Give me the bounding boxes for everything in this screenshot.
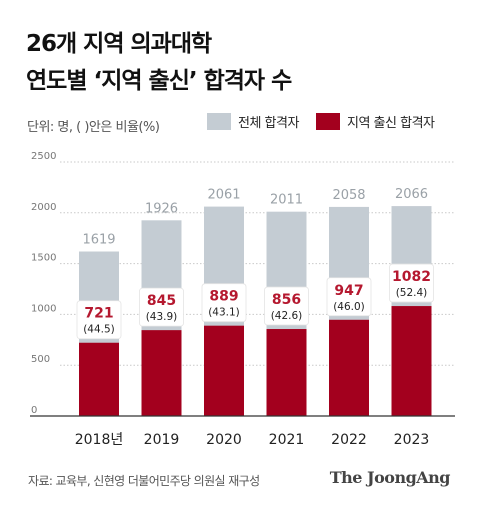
data-label-box xyxy=(326,277,372,317)
data-label-local: 856 xyxy=(272,292,301,308)
bar-local xyxy=(204,325,244,416)
data-label-local: 721 xyxy=(84,306,113,322)
data-label-total: 1926 xyxy=(145,201,178,216)
x-tick-label: 2021 xyxy=(269,432,305,448)
data-label-local: 845 xyxy=(147,293,176,309)
x-tick-label: 2020 xyxy=(206,432,242,448)
bar-chart: 0 500 1000 1500 2000 2500 1619 721 (44.5) 2018년 19… xyxy=(30,151,455,448)
chart-title-line2: 연도별 ‘지역 출신’ 합격자 수 xyxy=(26,68,292,94)
data-label-ratio: (52.4) xyxy=(396,287,428,299)
bar-local xyxy=(329,319,369,416)
legend-item-local: 지역 출신 합격자 xyxy=(316,112,435,131)
data-label-total: 1619 xyxy=(82,233,115,248)
data-label-box xyxy=(76,300,122,340)
data-label-box xyxy=(139,287,184,327)
bar-local xyxy=(141,330,182,416)
y-tick-label: 1500 xyxy=(31,253,56,264)
y-tick-label: 2000 xyxy=(31,202,56,213)
brand-logo: The JoongAng xyxy=(329,468,451,487)
x-tick-label: 2018년 xyxy=(75,432,124,448)
data-label-ratio: (43.9) xyxy=(146,311,178,323)
data-label-box xyxy=(389,263,434,303)
data-label-local: 889 xyxy=(209,289,238,305)
data-label-box xyxy=(201,283,247,323)
unit-note: 단위: 명, ( )안은 비율(%) xyxy=(27,120,160,135)
legend-label-local: 지역 출신 합격자 xyxy=(347,116,435,131)
x-tick-label: 2022 xyxy=(331,432,367,448)
data-label-ratio: (42.6) xyxy=(271,310,303,322)
data-label-total: 2058 xyxy=(332,188,365,203)
legend-label-total: 전체 합격자 xyxy=(238,116,299,131)
legend-swatch-total xyxy=(207,113,231,130)
y-tick-label: 0 xyxy=(31,405,37,416)
data-label-box xyxy=(264,286,309,326)
legend-item-total: 전체 합격자 xyxy=(207,112,299,131)
y-tick-label: 500 xyxy=(31,354,50,365)
data-label-total: 2066 xyxy=(395,187,428,202)
data-label-ratio: (46.0) xyxy=(333,301,365,313)
data-label-total: 2061 xyxy=(207,188,240,203)
bar-local xyxy=(79,342,119,416)
chart-title-line1: 26개 지역 의과대학 xyxy=(26,31,212,57)
bar-local xyxy=(391,306,432,416)
y-tick-label: 1000 xyxy=(31,303,56,314)
source-note: 자료: 교육부, 신현영 더불어민주당 의원실 재구성 xyxy=(28,474,260,488)
x-tick-label: 2019 xyxy=(144,432,180,448)
x-tick-label: 2023 xyxy=(394,432,430,448)
data-label-ratio: (43.1) xyxy=(208,307,240,319)
data-label-local: 1082 xyxy=(392,269,431,285)
legend-swatch-local xyxy=(316,113,340,130)
y-tick-label: 2500 xyxy=(31,151,56,162)
bar-local xyxy=(266,329,307,416)
data-label-local: 947 xyxy=(334,283,363,299)
data-label-total: 2011 xyxy=(270,193,303,208)
data-label-ratio: (44.5) xyxy=(83,324,115,336)
